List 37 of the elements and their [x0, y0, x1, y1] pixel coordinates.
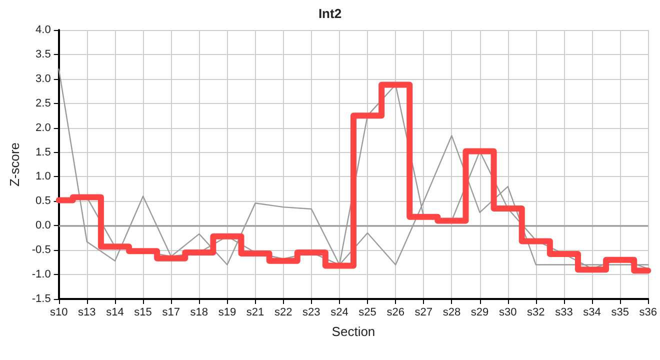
- x-tick-label: s14: [106, 306, 124, 318]
- chart-title: Int2: [318, 6, 342, 21]
- x-tick-label: s19: [218, 306, 236, 318]
- y-tick-label: 0.5: [36, 195, 51, 208]
- x-tick-label: s34: [583, 306, 601, 318]
- x-tick-label: s22: [274, 306, 292, 318]
- x-tick-label: s21: [246, 306, 264, 318]
- x-axis-title: Section: [332, 324, 376, 339]
- x-tick-label: s10: [50, 306, 68, 318]
- y-tick-label: 1.0: [36, 170, 51, 183]
- y-tick-label: -1.5: [32, 293, 51, 305]
- x-tick-label: s26: [386, 306, 404, 318]
- y-tick-label: 3.5: [36, 48, 51, 60]
- x-tick-label: s25: [358, 306, 376, 318]
- x-tick-label: s33: [555, 306, 573, 318]
- y-tick-label: 0.0: [36, 220, 51, 232]
- x-tick-label: s28: [442, 306, 461, 318]
- x-tick-label: s24: [330, 306, 348, 318]
- x-tick-label: s27: [414, 306, 433, 318]
- y-tick-label: -0.5: [32, 244, 51, 256]
- y-tick-label: 2.5: [36, 97, 51, 110]
- x-tick-label: s13: [78, 306, 96, 318]
- x-tick-label: s23: [302, 306, 320, 318]
- x-tick-label: s18: [190, 306, 208, 318]
- y-tick-label: 3.0: [36, 72, 51, 85]
- x-tick-label: s30: [498, 306, 517, 318]
- y-tick-label: 1.5: [36, 146, 51, 158]
- x-tick-label: s32: [527, 306, 545, 318]
- x-tick-label: s29: [470, 306, 489, 318]
- y-tick-label: 2.0: [36, 122, 51, 134]
- x-tick-label: s35: [611, 306, 629, 318]
- x-tick-label: s17: [162, 306, 180, 318]
- y-axis-title: Z-score: [7, 142, 22, 187]
- x-tick-label: s36: [639, 306, 658, 318]
- y-tick-label: -1.0: [32, 268, 51, 281]
- x-tick-label: s15: [134, 306, 152, 318]
- y-tick-label: 4.0: [36, 24, 51, 36]
